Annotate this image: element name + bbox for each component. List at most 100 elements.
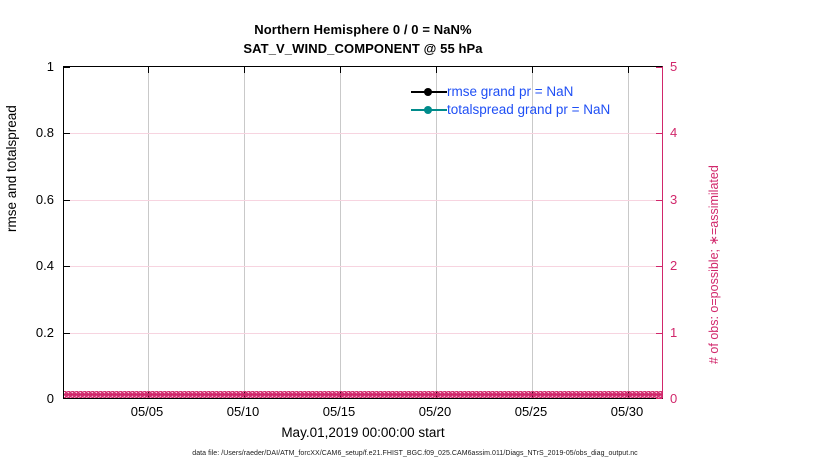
- y-axis-right-tick-1: 1: [670, 325, 678, 340]
- obs-possible-marker: [140, 391, 148, 398]
- chart-title-line-1: Northern Hemisphere 0 / 0 = NaN%: [254, 22, 472, 37]
- obs-assimilated-marker: ∗: [657, 388, 662, 398]
- obs-assimilated-marker: ∗: [273, 388, 283, 398]
- obs-possible-marker: [184, 391, 192, 398]
- obs-possible-marker: [512, 391, 520, 398]
- obs-possible-marker: [208, 391, 216, 398]
- tick-top-0525: [532, 67, 533, 73]
- legend: rmse grand pr = NaN totalspread grand pr…: [411, 83, 661, 119]
- obs-assimilated-marker: ∗: [64, 388, 71, 398]
- obs-possible-marker: [68, 391, 76, 398]
- obs-assimilated-marker: ∗: [557, 388, 567, 398]
- y-axis-left-tick-0.4: 0.4: [35, 258, 54, 273]
- gridline-horizontal-0.6: [64, 200, 662, 201]
- x-axis-tick-0525: 05/25: [514, 404, 548, 419]
- chart-title-line-2: SAT_V_WIND_COMPONENT @ 55 hPa: [243, 41, 483, 56]
- obs-assimilated-marker: ∗: [477, 388, 487, 398]
- obs-assimilated-marker: ∗: [105, 388, 115, 398]
- obs-assimilated-marker: ∗: [513, 388, 523, 398]
- obs-possible-marker: [268, 391, 276, 398]
- obs-assimilated-marker: ∗: [301, 388, 311, 398]
- obs-possible-marker: [136, 391, 144, 398]
- obs-assimilated-marker: ∗: [149, 388, 159, 398]
- obs-possible-marker: [440, 391, 448, 398]
- obs-assimilated-marker: ∗: [421, 388, 431, 398]
- legend-item-totalspread[interactable]: totalspread grand pr = NaN: [411, 101, 661, 119]
- obs-possible-marker: [520, 391, 528, 398]
- obs-possible-marker: [580, 391, 588, 398]
- obs-assimilated-marker: ∗: [321, 388, 331, 398]
- obs-possible-marker: [640, 391, 648, 398]
- obs-assimilated-marker: ∗: [77, 388, 87, 398]
- obs-assimilated-marker: ∗: [625, 388, 635, 398]
- tick-top-0530: [628, 67, 629, 73]
- obs-possible-marker: [112, 391, 120, 398]
- obs-possible-marker: [88, 391, 96, 398]
- obs-possible-marker: [600, 391, 608, 398]
- obs-possible-marker: [532, 391, 540, 398]
- obs-assimilated-marker: ∗: [345, 388, 355, 398]
- obs-possible-marker: [480, 391, 488, 398]
- obs-assimilated-marker: ∗: [233, 388, 243, 398]
- obs-assimilated-marker: ∗: [633, 388, 643, 398]
- obs-assimilated-marker: ∗: [561, 388, 571, 398]
- obs-possible-marker: [344, 391, 352, 398]
- obs-assimilated-marker: ∗: [605, 388, 615, 398]
- obs-possible-marker: [284, 391, 292, 398]
- legend-item-rmse[interactable]: rmse grand pr = NaN: [411, 83, 661, 101]
- obs-assimilated-marker: ∗: [545, 388, 555, 398]
- obs-possible-marker: [404, 391, 412, 398]
- obs-possible-marker: [64, 391, 72, 398]
- tick-top-0510: [244, 67, 245, 73]
- gridline-vertical-0515: [340, 67, 341, 398]
- obs-assimilated-marker: ∗: [337, 388, 347, 398]
- obs-assimilated-marker: ∗: [229, 388, 239, 398]
- obs-possible-marker: [148, 391, 156, 398]
- obs-assimilated-marker: ∗: [265, 388, 275, 398]
- obs-assimilated-marker: ∗: [317, 388, 327, 398]
- obs-assimilated-marker: ∗: [293, 388, 303, 398]
- obs-assimilated-marker: ∗: [585, 388, 595, 398]
- obs-count-baseline: [64, 393, 662, 395]
- tick-bottom-0520: [436, 392, 437, 398]
- y-axis-right-title: # of obs: o=possible; ∗=assimilated: [707, 165, 721, 364]
- obs-assimilated-marker: ∗: [437, 388, 447, 398]
- obs-possible-marker: [564, 391, 572, 398]
- obs-possible-marker: [656, 391, 662, 398]
- obs-possible-marker: [264, 391, 272, 398]
- obs-assimilated-marker: ∗: [573, 388, 583, 398]
- obs-possible-marker: [196, 391, 204, 398]
- obs-possible-marker: [72, 391, 80, 398]
- obs-possible-marker: [504, 391, 512, 398]
- obs-assimilated-marker: ∗: [393, 388, 403, 398]
- y-axis-right-tick-5: 5: [670, 59, 678, 74]
- obs-assimilated-marker: ∗: [341, 388, 351, 398]
- obs-possible-marker: [308, 391, 316, 398]
- obs-assimilated-marker: ∗: [197, 388, 207, 398]
- y-axis-left-tick-0.2: 0.2: [35, 325, 54, 340]
- obs-assimilated-marker: ∗: [305, 388, 315, 398]
- obs-possible-marker: [596, 391, 604, 398]
- obs-possible-marker: [616, 391, 624, 398]
- obs-assimilated-marker: ∗: [189, 388, 199, 398]
- obs-assimilated-marker: ∗: [309, 388, 319, 398]
- obs-assimilated-marker: ∗: [109, 388, 119, 398]
- obs-assimilated-marker: ∗: [269, 388, 279, 398]
- obs-assimilated-marker: ∗: [285, 388, 295, 398]
- obs-possible-marker: [328, 391, 336, 398]
- obs-possible-marker: [292, 391, 300, 398]
- obs-possible-marker: [464, 391, 472, 398]
- y-axis-right-tick-0: 0: [670, 391, 678, 406]
- obs-assimilated-marker: ∗: [409, 388, 419, 398]
- y-axis-right-tick-4: 4: [670, 125, 678, 140]
- obs-possible-marker: [612, 391, 620, 398]
- obs-possible-marker: [364, 391, 372, 398]
- obs-possible-marker: [352, 391, 360, 398]
- obs-assimilated-marker: ∗: [137, 388, 147, 398]
- gridline-vertical-0530: [628, 67, 629, 398]
- obs-possible-marker: [552, 391, 560, 398]
- obs-possible-marker: [620, 391, 628, 398]
- obs-assimilated-marker: ∗: [509, 388, 519, 398]
- obs-assimilated-marker: ∗: [377, 388, 387, 398]
